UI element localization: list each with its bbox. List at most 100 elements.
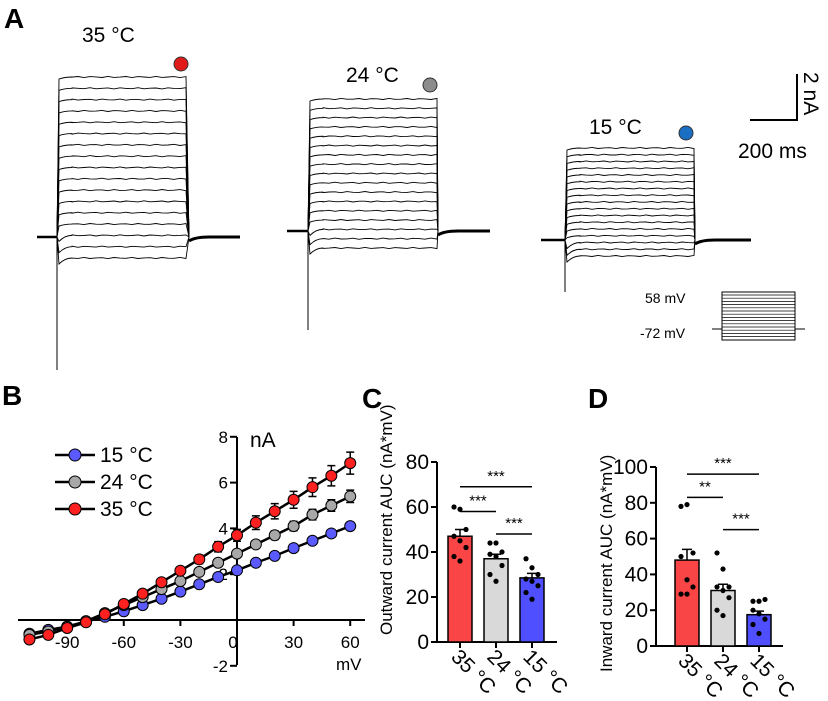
panel-label-c: C xyxy=(362,383,382,414)
individual-point xyxy=(499,549,505,555)
individual-point xyxy=(529,565,535,571)
data-point xyxy=(268,529,281,542)
data-point xyxy=(23,633,36,646)
individual-point xyxy=(678,503,684,509)
error-bar xyxy=(527,572,537,578)
current-sweep xyxy=(564,239,696,250)
current-sweep xyxy=(56,234,190,243)
significance-label: *** xyxy=(732,511,750,528)
data-point xyxy=(249,556,262,569)
current-sweep xyxy=(307,135,439,232)
trace-label-35: 35 °C xyxy=(82,24,135,47)
significance-label: *** xyxy=(487,468,505,485)
individual-point xyxy=(535,571,541,578)
data-point xyxy=(117,597,130,610)
outward-auc-chart: Outward current AUC (nA*mV) 02040608035 … xyxy=(377,404,572,698)
current-sweep xyxy=(564,173,696,241)
data-point xyxy=(249,516,262,529)
data-point xyxy=(61,622,74,635)
individual-point xyxy=(457,558,463,564)
individual-point xyxy=(535,583,541,589)
voltage-protocol-inset: 58 mV -72 mV xyxy=(640,290,805,341)
current-sweep xyxy=(56,143,190,238)
data-point xyxy=(287,542,300,555)
x-tick-label: 30 xyxy=(284,633,303,652)
scale-bar-current: 2 nA xyxy=(799,72,822,115)
individual-point xyxy=(493,578,499,584)
individual-point xyxy=(720,587,726,594)
individual-point xyxy=(487,571,493,578)
data-point xyxy=(80,616,93,629)
bar-0 xyxy=(447,535,473,643)
current-sweep xyxy=(564,187,696,241)
current-sweep xyxy=(564,200,696,241)
current-sweep xyxy=(564,234,696,241)
current-sweep xyxy=(307,191,439,232)
data-point xyxy=(212,556,225,569)
current-sweep xyxy=(307,200,439,232)
significance-label: *** xyxy=(505,515,523,532)
current-sweep xyxy=(307,116,439,232)
trace-set-2 xyxy=(287,77,490,330)
data-point xyxy=(193,553,206,566)
current-sweep xyxy=(56,236,190,254)
current-traces-panel: 35 °C 24 °C 15 °C 2 nA 200 ms 58 mV -72 … xyxy=(37,24,822,370)
data-point xyxy=(306,508,319,521)
scale-bar: 2 nA 200 ms xyxy=(738,72,822,163)
individual-point xyxy=(750,598,756,604)
current-sweep xyxy=(307,230,439,246)
trace-set-1 xyxy=(37,56,240,370)
current-sweep xyxy=(56,166,190,238)
current-sweep xyxy=(56,236,190,266)
individual-point xyxy=(463,544,469,551)
legend-marker xyxy=(68,448,82,462)
y-tick-label: 20 xyxy=(406,586,429,609)
current-sweep xyxy=(564,146,696,241)
tail-current xyxy=(437,229,490,237)
y-axis-label: Outward current AUC (nA*mV) xyxy=(377,404,396,635)
tail-current xyxy=(188,235,240,243)
series-line xyxy=(29,524,351,635)
individual-point xyxy=(756,630,762,637)
current-sweep xyxy=(56,177,190,238)
current-sweep xyxy=(564,167,696,241)
individual-point xyxy=(726,595,732,601)
y-tick-label: -2 xyxy=(213,657,228,676)
current-sweep xyxy=(307,228,439,237)
current-sweep xyxy=(564,153,696,241)
individual-point xyxy=(493,553,499,560)
individual-point xyxy=(529,596,535,602)
current-sweep xyxy=(56,121,190,238)
data-point xyxy=(193,578,206,591)
individual-point xyxy=(529,578,535,584)
y-tick-label: 80 xyxy=(625,492,648,515)
individual-point xyxy=(762,616,768,622)
data-point xyxy=(193,565,206,578)
legend-label: 35 °C xyxy=(100,498,153,521)
current-sweep xyxy=(56,87,190,238)
data-point xyxy=(42,628,55,641)
x-tick-label: -90 xyxy=(55,633,80,652)
current-sweep xyxy=(564,160,696,241)
individual-point xyxy=(684,501,690,508)
individual-point xyxy=(451,553,457,560)
individual-point xyxy=(487,551,493,557)
individual-point xyxy=(523,556,529,562)
data-point xyxy=(212,540,225,553)
individual-point xyxy=(684,591,690,597)
data-point xyxy=(231,547,243,560)
panel-label-a: A xyxy=(4,3,24,34)
individual-point xyxy=(678,591,684,597)
y-tick-label: 4 xyxy=(219,519,228,538)
data-point xyxy=(287,520,300,533)
series-1: 24 °C xyxy=(23,471,357,641)
individual-point xyxy=(756,598,762,604)
data-point xyxy=(325,499,338,512)
current-sweep xyxy=(56,200,190,238)
legend-marker xyxy=(68,475,82,489)
panel-label-d: D xyxy=(588,383,608,414)
current-sweep xyxy=(307,209,439,232)
current-sweep xyxy=(564,214,696,241)
bar-1 xyxy=(483,558,509,643)
individual-point xyxy=(714,584,720,590)
